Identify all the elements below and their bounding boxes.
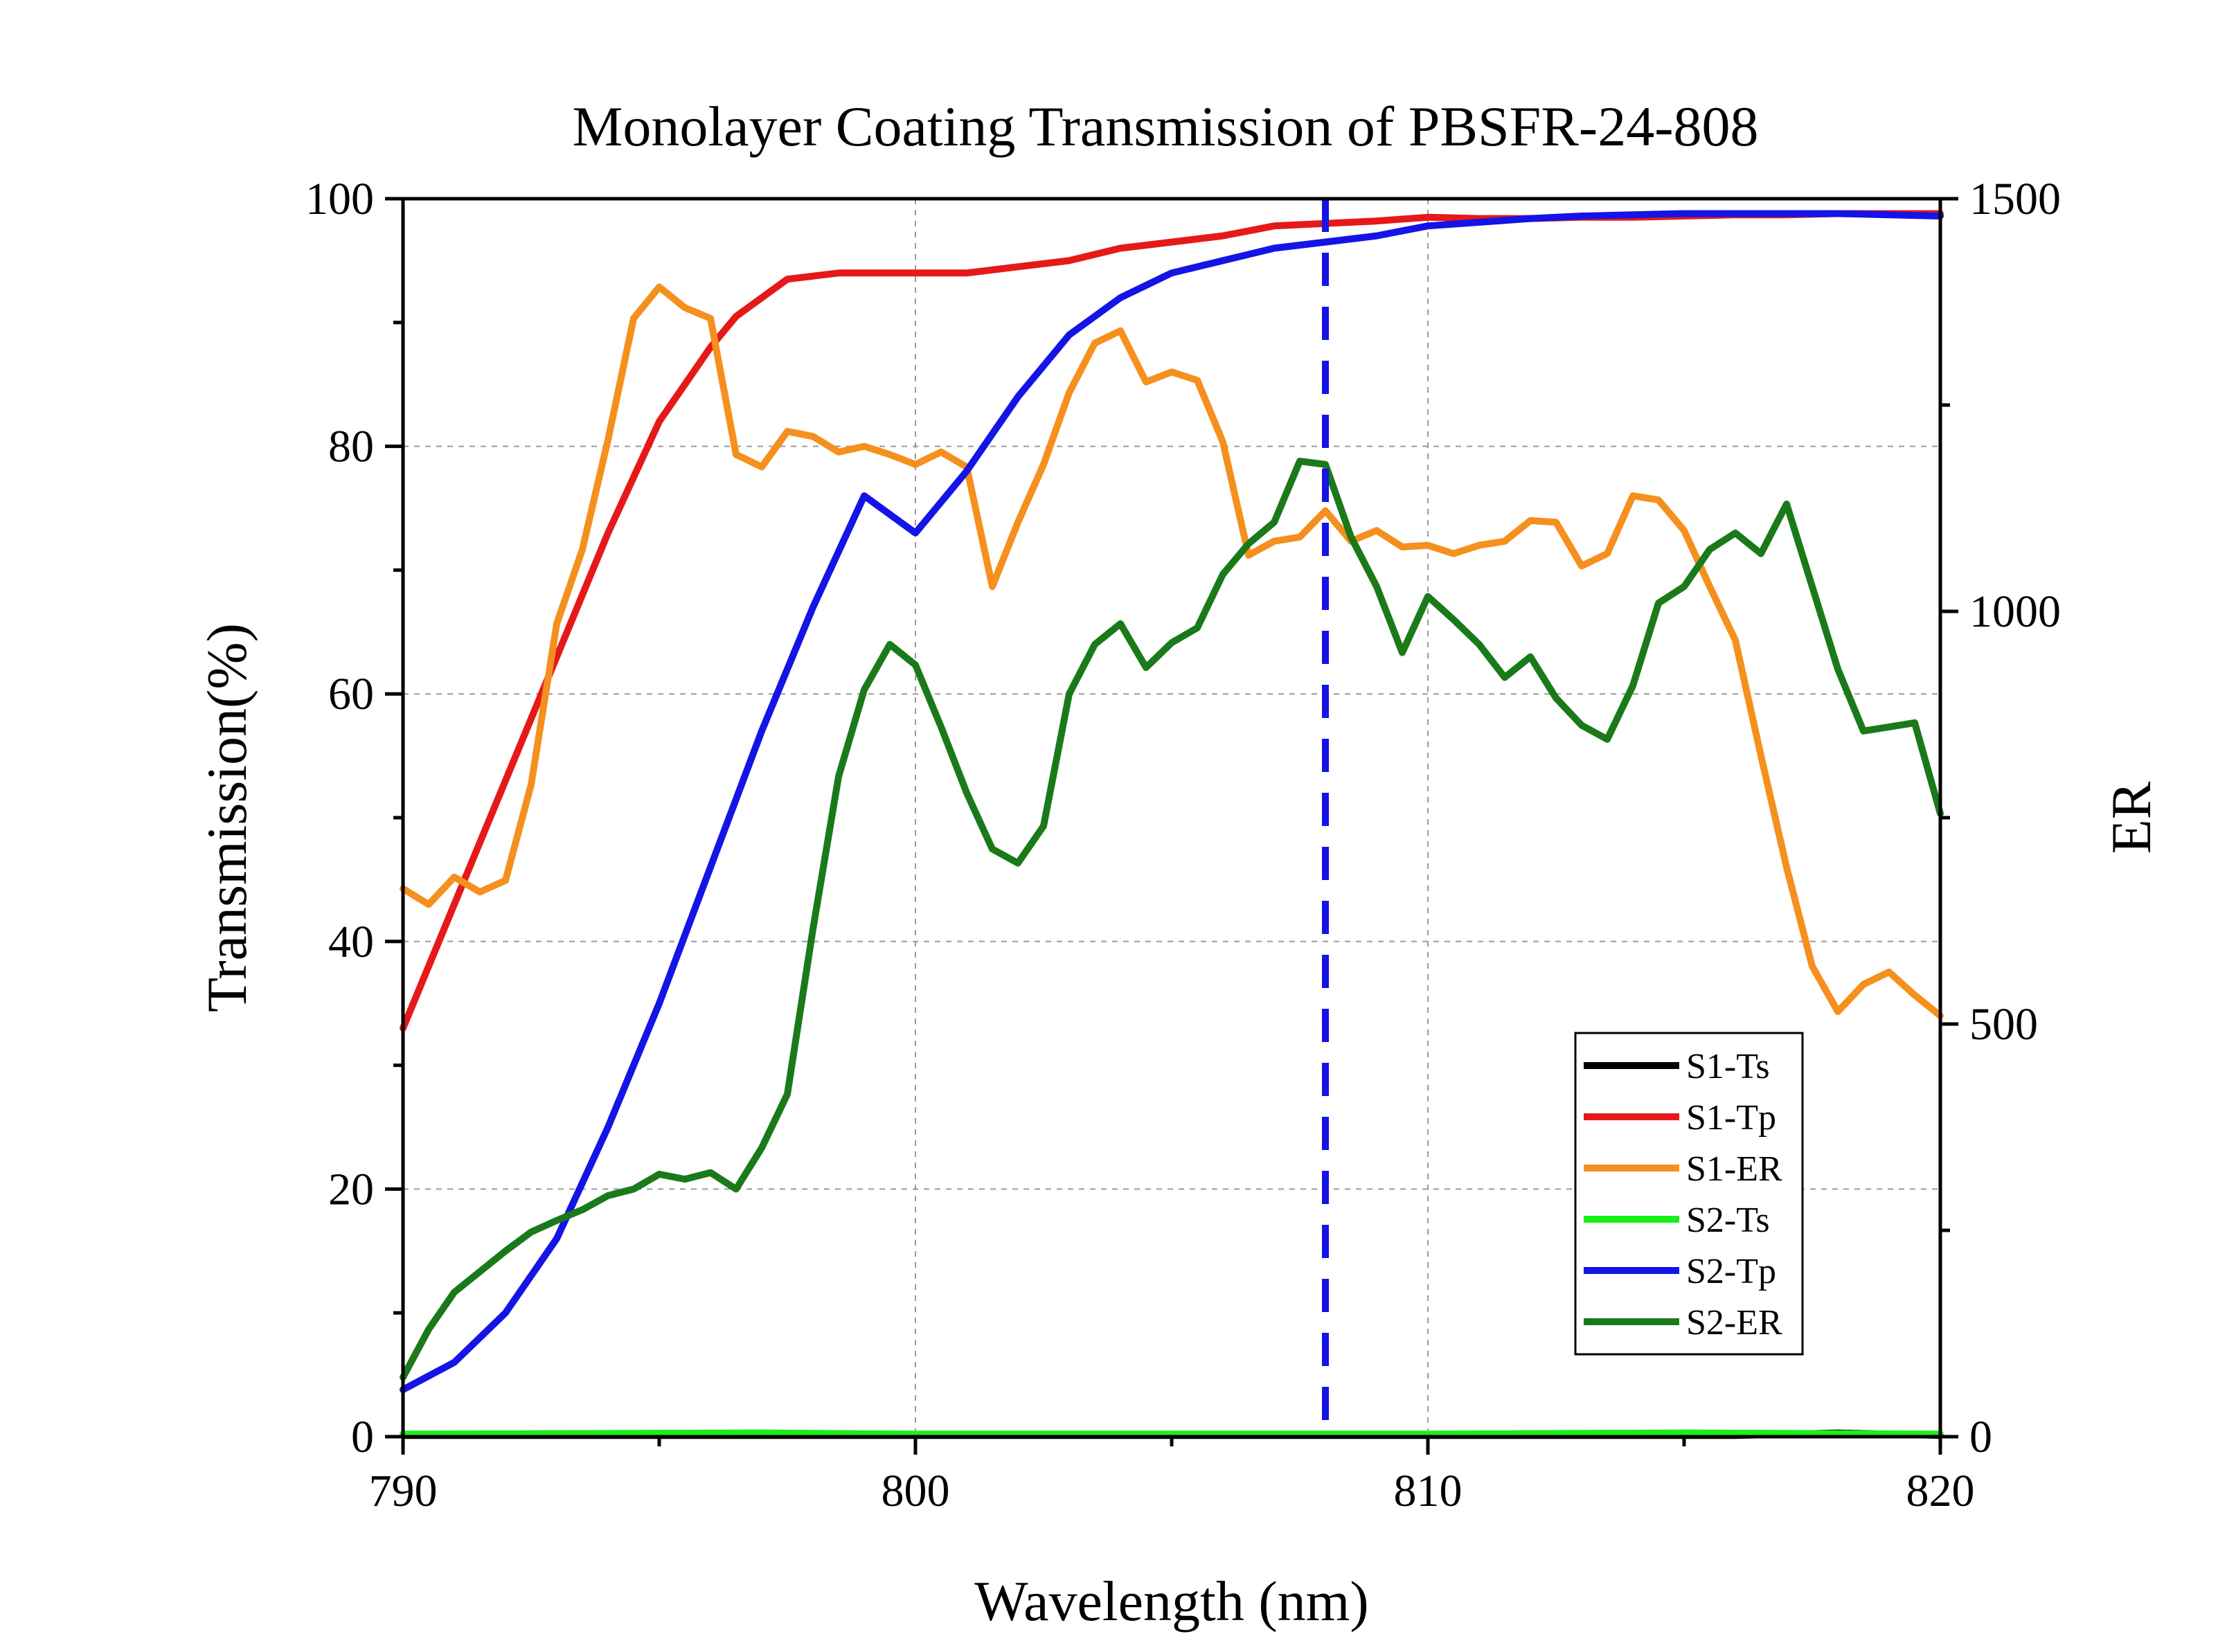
legend-label: S2-Ts (1686, 1201, 1770, 1240)
y-right-tick-label: 1000 (1969, 586, 2061, 637)
y-axis-label-left: Transmission(%) (195, 623, 258, 1012)
series-line-s1-er (400, 283, 1944, 1020)
plot-series (400, 210, 1944, 1439)
series-line-s2-tp (400, 210, 1944, 1394)
y-left-tick-label: 20 (328, 1164, 374, 1214)
x-tick-label: 790 (369, 1466, 438, 1516)
y-left-tick-label: 40 (328, 917, 374, 967)
series-line-s1-tp (400, 210, 1944, 1032)
series-line-s2-ts (400, 1429, 1944, 1438)
y-right-tick-label: 1500 (1969, 174, 2061, 224)
y-left-tick-label: 80 (328, 422, 374, 472)
legend-label: S1-Ts (1686, 1047, 1770, 1086)
legend-label: S2-Tp (1686, 1252, 1776, 1291)
y-right-tick-label: 500 (1969, 999, 2038, 1050)
y-left-tick-label: 60 (328, 669, 374, 719)
series-line-s2-er (400, 458, 1944, 1381)
x-tick-label: 820 (1906, 1466, 1975, 1516)
x-tick-label: 810 (1394, 1466, 1463, 1516)
y-left-tick-label: 100 (305, 174, 374, 224)
y-axis-label-right: ER (2100, 781, 2163, 854)
legend-label: S1-Tp (1686, 1098, 1776, 1138)
chart-title: Monolayer Coating Transmission of PBSFR-… (572, 95, 1758, 158)
legend-label: S1-ER (1686, 1149, 1782, 1189)
legend-label: S2-ER (1686, 1303, 1782, 1343)
gridlines (403, 199, 1940, 1437)
legend-box (1574, 1032, 1804, 1356)
axis-ticks (385, 197, 1958, 1455)
y-right-tick-label: 0 (1969, 1412, 1992, 1462)
legend: S1-Ts S1-Tp S1-ER S2-Ts S2-Tp S2-ER (1574, 1032, 1804, 1356)
y-left-tick-label: 0 (351, 1412, 374, 1462)
x-axis-label: Wavelength (nm) (974, 1570, 1368, 1633)
x-tick-label: 800 (882, 1466, 950, 1516)
